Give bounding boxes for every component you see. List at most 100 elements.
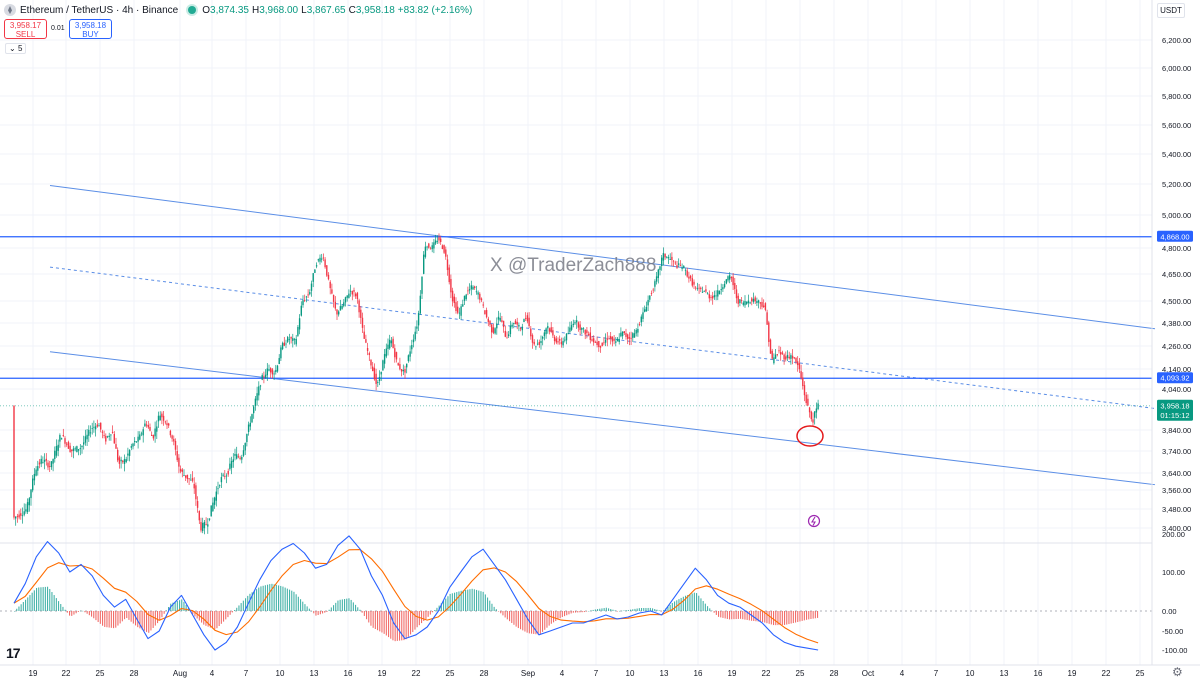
candle-body: [353, 290, 355, 292]
horizontal-levels[interactable]: [0, 236, 1152, 407]
candle-body: [468, 289, 471, 291]
histogram-bar: [746, 611, 748, 620]
candle: [188, 478, 190, 486]
histogram-bar: [80, 610, 82, 612]
candle-body: [484, 310, 486, 315]
candle: [610, 331, 612, 345]
candle-body: [428, 243, 430, 248]
candle-body: [373, 367, 376, 380]
candle: [315, 262, 318, 269]
histogram-bar: [396, 611, 398, 641]
buy-button[interactable]: 3,958.18 BUY: [69, 19, 112, 39]
candle: [669, 253, 671, 260]
candle-body: [37, 466, 39, 471]
candle-body: [366, 347, 369, 351]
symbol-header: Ethereum / TetherUS · 4h · Binance O3,87…: [4, 3, 475, 17]
histogram-bar: [282, 586, 284, 611]
candle: [162, 410, 165, 426]
histogram-bar: [280, 585, 282, 611]
channel-trendlines[interactable]: [49, 185, 1156, 486]
histogram-bar: [269, 584, 271, 611]
annotation-circle[interactable]: [796, 425, 824, 447]
candle-body: [681, 267, 683, 269]
candle-body: [548, 328, 551, 332]
candle-body: [574, 322, 576, 324]
histogram-bar: [757, 611, 759, 622]
candle-body: [441, 245, 444, 249]
candle-body: [57, 444, 59, 451]
candle-body: [523, 319, 525, 323]
candle-body: [162, 415, 165, 421]
candle-body: [135, 441, 138, 443]
candle-body: [757, 300, 760, 303]
candle: [305, 295, 308, 303]
candle-body: [773, 357, 775, 364]
histogram-bar: [117, 611, 119, 626]
candle-body: [128, 450, 131, 456]
candle-body: [225, 475, 228, 477]
candle-body: [686, 270, 688, 277]
candle-body: [703, 291, 705, 292]
price-tick: 4,380.00: [1162, 319, 1191, 328]
candle-body: [407, 355, 410, 362]
ohlc-open: O3,874.35: [202, 4, 249, 16]
histogram-bar: [119, 611, 121, 624]
histogram-bar: [724, 611, 726, 619]
candle: [202, 517, 204, 534]
candle-body: [586, 330, 588, 334]
candle: [317, 258, 319, 263]
candle-body: [215, 491, 217, 501]
candle-body: [101, 431, 104, 433]
candle-body: [474, 286, 476, 289]
histogram-bar: [403, 611, 405, 641]
symbol-title[interactable]: Ethereum / TetherUS · 4h · Binance: [20, 4, 179, 16]
candle: [737, 293, 739, 308]
signal-line: [13, 549, 819, 644]
histogram-bar: [256, 589, 258, 611]
candle-body: [774, 354, 777, 359]
histogram-bar: [460, 590, 462, 611]
candle-body: [623, 331, 625, 333]
candle-body: [195, 485, 197, 500]
lightning-icon[interactable]: [807, 514, 821, 528]
histogram-bar: [524, 611, 526, 632]
candle: [140, 431, 143, 437]
candle-body: [793, 357, 795, 359]
candle: [110, 434, 112, 441]
candle-body: [640, 316, 642, 323]
histogram-bar: [627, 609, 629, 611]
histogram-bar: [104, 611, 106, 627]
gear-icon[interactable]: ⚙: [1172, 665, 1183, 679]
candle-body: [720, 289, 722, 291]
candle: [72, 446, 75, 459]
sell-button[interactable]: 3,958.17 SELL: [4, 19, 47, 39]
tradingview-logo-icon[interactable]: 17: [6, 645, 21, 661]
histogram-bar: [64, 609, 66, 611]
histogram-bar: [480, 591, 482, 611]
candle: [732, 273, 734, 290]
histogram-bar: [124, 611, 126, 620]
candle-body: [338, 311, 340, 315]
candle: [348, 289, 350, 299]
candle: [808, 406, 811, 418]
candle-body: [159, 415, 161, 421]
candle: [287, 335, 289, 344]
candle-body: [147, 425, 149, 428]
candle: [781, 350, 784, 356]
indicators-toggle[interactable]: ⌄ 5: [5, 43, 27, 54]
candle: [739, 299, 741, 307]
histogram-bar: [590, 610, 592, 611]
candle: [230, 456, 233, 475]
candle: [812, 412, 814, 426]
candle-body: [480, 298, 483, 301]
date-tick: Sep: [521, 669, 536, 678]
candle-body: [399, 364, 401, 370]
candle-body: [18, 514, 20, 518]
histogram-bar: [159, 611, 161, 621]
currency-selector[interactable]: USDT: [1157, 3, 1185, 18]
candle: [757, 299, 760, 309]
candle: [59, 433, 61, 448]
candle-body: [42, 462, 44, 463]
histogram-bar: [526, 611, 528, 633]
